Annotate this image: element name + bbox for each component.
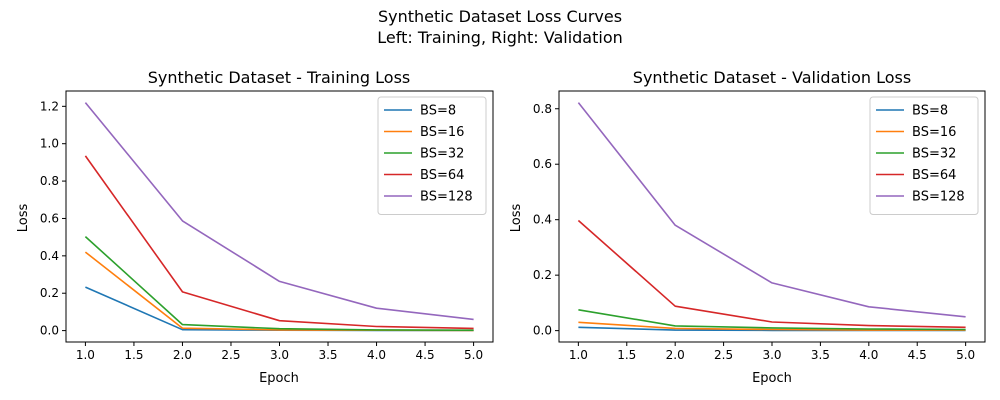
validation-loss-chart: Synthetic Dataset - Validation Loss Epoc… (509, 68, 986, 386)
y-tick-label: 1.2 (40, 99, 59, 113)
y-tick-label: 0.6 (40, 211, 59, 225)
legend-label: BS=8 (420, 104, 456, 119)
x-tick-label: 2.5 (714, 348, 733, 362)
training-loss-chart: Synthetic Dataset - Training Loss Epoch … (16, 68, 494, 386)
legend-box (869, 96, 979, 215)
legend-label: BS=128 (912, 190, 965, 205)
y-axis-label: Loss (16, 204, 31, 233)
y-tick-label: 0.4 (533, 213, 552, 227)
series-line-bs-16 (578, 321, 966, 331)
x-tick-label: 3.0 (762, 348, 781, 362)
x-tick-label: 1.0 (569, 348, 588, 362)
legend-label: BS=8 (912, 104, 948, 119)
x-tick-label: 1.5 (124, 348, 143, 362)
x-tick-label: 3.5 (811, 348, 830, 362)
x-tick-label: 3.5 (318, 348, 337, 362)
x-tick-label: 5.0 (464, 348, 483, 362)
y-tick-label: 0.6 (533, 157, 552, 171)
plot-area: 1.0 1.5 2.0 2.5 3.0 3.5 4.0 4.5 5.0 0.0 0.2 0.4 0.6 0… (40, 90, 494, 362)
chart-title: Synthetic Dataset - Training Loss (148, 68, 411, 87)
legend-label: BS=16 (420, 125, 464, 140)
x-tick-label: 4.0 (367, 348, 386, 362)
legend-label: BS=64 (420, 168, 464, 183)
x-axis-label: Epoch (259, 371, 299, 386)
x-tick-label: 1.0 (76, 348, 95, 362)
x-tick-label: 4.5 (416, 348, 435, 362)
y-tick-label: 0.0 (40, 324, 59, 338)
legend-box (377, 96, 487, 215)
legend-label: BS=64 (912, 168, 956, 183)
x-axis-label: Epoch (752, 371, 792, 386)
y-axis-label: Loss (509, 204, 524, 233)
x-tick-label: 5.0 (956, 348, 975, 362)
legend: BS=8 BS=16 BS=32 BS=64 BS=128 (869, 96, 979, 215)
y-tick-label: 0.8 (533, 102, 552, 116)
x-tick-label: 2.0 (173, 348, 192, 362)
series-line-bs-64 (84, 155, 474, 330)
x-tick-label: 2.0 (666, 348, 685, 362)
x-tick-label: 4.0 (859, 348, 878, 362)
legend-label: BS=32 (420, 147, 464, 162)
y-tick-label: 0.0 (533, 324, 552, 338)
series-line-bs-32 (84, 236, 474, 332)
legend-label: BS=32 (912, 147, 956, 162)
x-tick-label: 3.0 (270, 348, 289, 362)
y-tick-label: 0.2 (533, 268, 552, 282)
figure-suptitle-line1: Synthetic Dataset Loss Curves (378, 7, 622, 26)
series-line-bs-128 (577, 102, 966, 318)
series-line-bs-32 (578, 309, 966, 331)
y-tick-label: 0.2 (40, 286, 59, 300)
x-tick-label: 2.5 (221, 348, 240, 362)
chart-title: Synthetic Dataset - Validation Loss (633, 68, 911, 87)
legend-label: BS=16 (912, 125, 956, 140)
x-tick-label: 4.5 (908, 348, 927, 362)
plot-area: 1.0 1.5 2.0 2.5 3.0 3.5 4.0 4.5 5.0 0.0 0.2 0.4 0.6 0… (533, 90, 986, 362)
figure-suptitle-line2: Left: Training, Right: Validation (377, 28, 623, 47)
y-tick-label: 1.0 (40, 137, 59, 151)
y-tick-label: 0.8 (40, 174, 59, 188)
series-line-bs-128 (84, 102, 474, 321)
legend: BS=8 BS=16 BS=32 BS=64 BS=128 (377, 96, 487, 215)
y-tick-label: 0.4 (40, 249, 59, 263)
series-line-bs-64 (577, 219, 966, 329)
legend-label: BS=128 (420, 190, 473, 205)
x-tick-label: 1.5 (617, 348, 636, 362)
